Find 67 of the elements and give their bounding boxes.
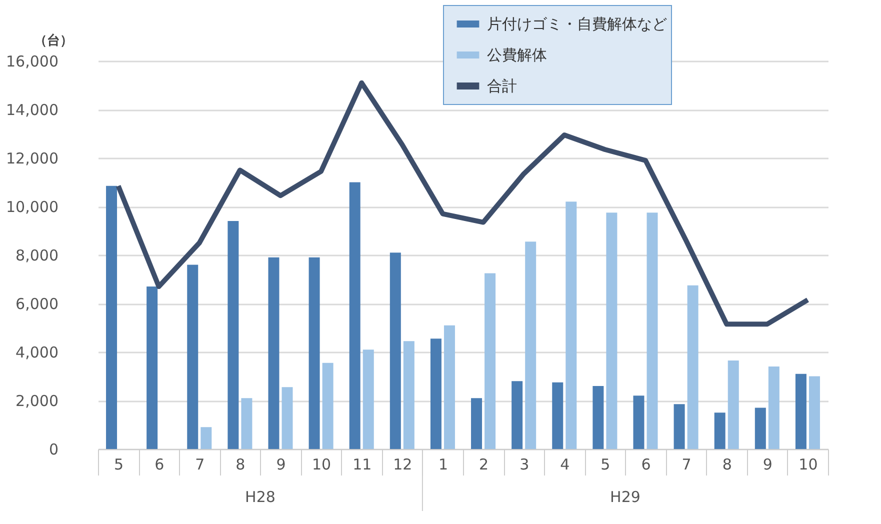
bar bbox=[106, 186, 118, 449]
bar bbox=[768, 366, 780, 449]
bar bbox=[525, 242, 536, 449]
x-tick-label: 5 bbox=[114, 456, 124, 474]
x-tick-label: 8 bbox=[722, 456, 732, 474]
x-tick-label: 8 bbox=[236, 456, 246, 474]
x-tick-label: 10 bbox=[798, 456, 818, 474]
text: H29 bbox=[610, 488, 640, 506]
legend-label: 合計 bbox=[487, 77, 517, 95]
bar bbox=[390, 252, 401, 449]
y-tick-label: 16,000 bbox=[6, 52, 58, 70]
bar bbox=[282, 387, 293, 449]
bar bbox=[687, 285, 698, 449]
y-tick-label: 12,000 bbox=[6, 150, 58, 168]
bar bbox=[808, 376, 820, 449]
bar bbox=[268, 257, 280, 449]
bar bbox=[187, 264, 198, 449]
bar bbox=[714, 412, 726, 449]
y-tick-label: 2,000 bbox=[16, 392, 58, 410]
bar bbox=[200, 427, 212, 449]
bar bbox=[241, 398, 252, 449]
x-tick-label: 9 bbox=[276, 456, 286, 474]
x-tick-label: 2 bbox=[479, 456, 489, 474]
y-tick-label: 6,000 bbox=[16, 295, 58, 313]
bar bbox=[606, 212, 618, 449]
y-tick-label: 14,000 bbox=[6, 101, 58, 119]
x-tick-label: 7 bbox=[195, 456, 205, 474]
legend-label: 公費解体 bbox=[487, 46, 547, 64]
x-tick-label: 10 bbox=[312, 456, 332, 474]
bar bbox=[349, 182, 360, 449]
bar bbox=[633, 396, 644, 449]
bar bbox=[308, 257, 320, 449]
bar bbox=[674, 404, 685, 449]
x-tick-label: 6 bbox=[154, 456, 164, 474]
bar bbox=[322, 362, 334, 449]
bar bbox=[754, 408, 766, 449]
y-tick-label: 0 bbox=[48, 440, 58, 458]
bar bbox=[728, 360, 739, 449]
bar bbox=[430, 338, 442, 449]
x-tick-label: 4 bbox=[560, 456, 570, 474]
y-tick-label: 8,000 bbox=[16, 246, 58, 264]
x-tick-label: 5 bbox=[600, 456, 610, 474]
legend-label: 片付けゴミ・自費解体など bbox=[487, 15, 667, 33]
x-tick-label: 11 bbox=[352, 456, 372, 474]
x-tick-label: 1 bbox=[438, 456, 448, 474]
bar bbox=[795, 374, 806, 449]
y-tick-label: 10,000 bbox=[6, 198, 58, 216]
bar bbox=[471, 398, 482, 449]
bar bbox=[512, 381, 523, 449]
bar bbox=[566, 202, 577, 449]
bar bbox=[484, 273, 496, 449]
bar bbox=[552, 382, 564, 449]
x-tick-label: 12 bbox=[393, 456, 412, 474]
x-tick-label: 9 bbox=[762, 456, 772, 474]
bar bbox=[146, 286, 158, 449]
bar bbox=[362, 350, 374, 449]
bar bbox=[444, 325, 455, 449]
x-tick-label: 3 bbox=[520, 456, 530, 474]
bar bbox=[646, 212, 658, 449]
bar bbox=[403, 341, 414, 449]
y-tick-label: 4,000 bbox=[16, 344, 58, 362]
y-axis-title: （台） bbox=[34, 32, 73, 48]
text: H28 bbox=[245, 488, 276, 506]
bar bbox=[592, 386, 604, 449]
x-tick-label: 7 bbox=[682, 456, 692, 474]
bar bbox=[228, 221, 239, 449]
x-tick-label: 6 bbox=[641, 456, 651, 474]
